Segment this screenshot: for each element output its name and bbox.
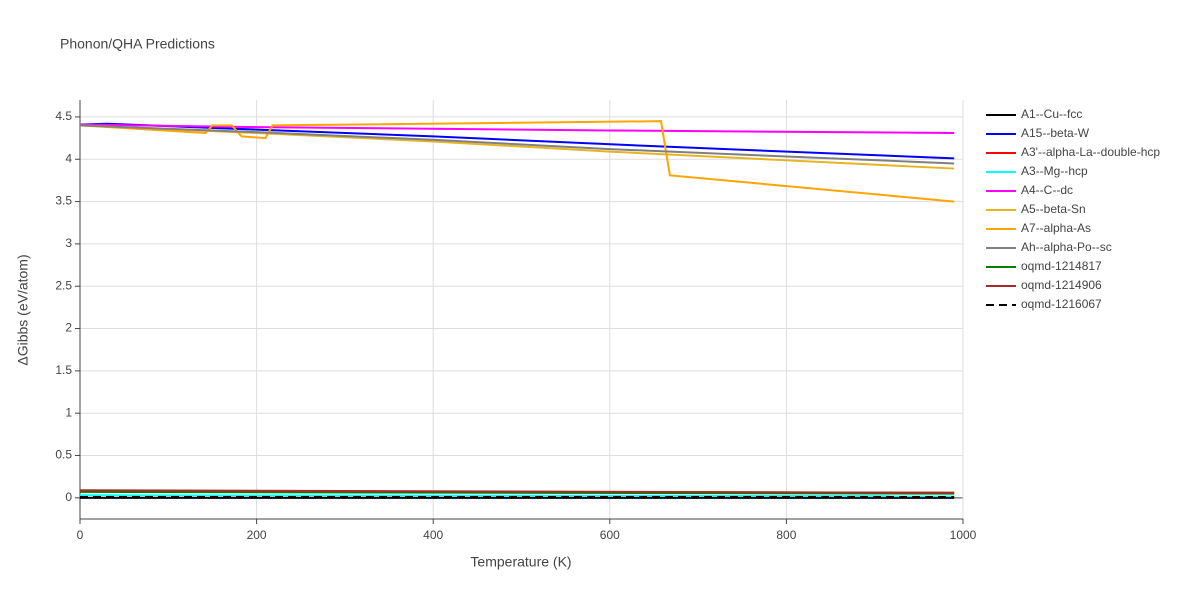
- legend-label[interactable]: A3--Mg--hcp: [1021, 164, 1088, 178]
- y-tick-label: 0: [65, 490, 72, 504]
- series-line: [79, 120, 955, 203]
- y-tick-label: 4: [65, 151, 72, 165]
- y-tick-label: 3.5: [55, 194, 72, 208]
- y-tick-label: 1.5: [55, 363, 72, 377]
- series-line: [79, 122, 955, 160]
- legend-label[interactable]: oqmd-1214817: [1021, 259, 1102, 273]
- legend-label[interactable]: oqmd-1214906: [1021, 278, 1102, 292]
- y-axis-title: ΔGibbs (eV/atom): [15, 254, 31, 365]
- x-tick-label: 400: [423, 528, 443, 542]
- x-axis-title: Temperature (K): [470, 554, 571, 570]
- series-line: [79, 124, 955, 165]
- x-tick-label: 200: [247, 528, 267, 542]
- legend-label[interactable]: A1--Cu--fcc: [1021, 107, 1082, 121]
- legend-label[interactable]: A15--beta-W: [1021, 126, 1090, 140]
- y-tick-label: 2: [65, 321, 72, 335]
- legend-label[interactable]: Ah--alpha-Po--sc: [1021, 240, 1112, 254]
- legend-label[interactable]: A3'--alpha-La--double-hcp: [1021, 145, 1160, 159]
- legend-label[interactable]: A4--C--dc: [1021, 183, 1073, 197]
- x-tick-label: 800: [776, 528, 796, 542]
- x-tick-label: 600: [600, 528, 620, 542]
- x-tick-label: 0: [77, 528, 84, 542]
- chart-title: Phonon/QHA Predictions: [60, 36, 215, 52]
- legend-label[interactable]: A5--beta-Sn: [1021, 202, 1086, 216]
- y-tick-label: 4.5: [55, 109, 72, 123]
- x-tick-label: 1000: [950, 528, 977, 542]
- y-tick-label: 2.5: [55, 278, 72, 292]
- y-tick-label: 0.5: [55, 448, 72, 462]
- series-line: [79, 489, 955, 494]
- series-line: [79, 123, 955, 135]
- y-tick-label: 1: [65, 405, 72, 419]
- y-tick-label: 3: [65, 236, 72, 250]
- legend-label[interactable]: oqmd-1216067: [1021, 297, 1102, 311]
- legend-label[interactable]: A7--alpha-As: [1021, 221, 1091, 235]
